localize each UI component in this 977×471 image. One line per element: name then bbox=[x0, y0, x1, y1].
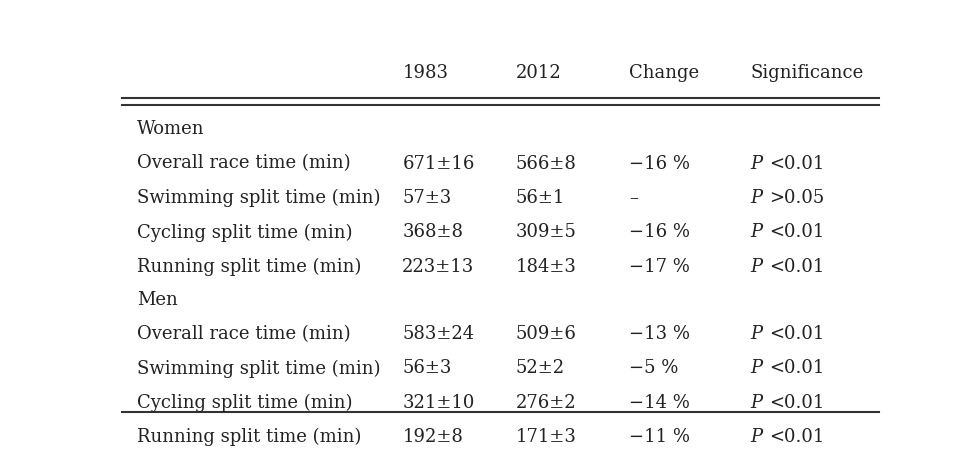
Text: 671±16: 671±16 bbox=[403, 154, 475, 172]
Text: P: P bbox=[750, 189, 763, 207]
Text: Swimming split time (min): Swimming split time (min) bbox=[137, 189, 381, 207]
Text: Men: Men bbox=[137, 291, 178, 309]
Text: <0.01: <0.01 bbox=[769, 154, 825, 172]
Text: 1983: 1983 bbox=[403, 64, 448, 82]
Text: P: P bbox=[750, 325, 763, 343]
Text: 56±1: 56±1 bbox=[516, 189, 566, 207]
Text: 583±24: 583±24 bbox=[403, 325, 475, 343]
Text: P: P bbox=[750, 394, 763, 412]
Text: P: P bbox=[750, 428, 763, 447]
Text: −5 %: −5 % bbox=[629, 359, 679, 377]
Text: P: P bbox=[750, 223, 763, 242]
Text: <0.01: <0.01 bbox=[769, 428, 825, 447]
Text: −16 %: −16 % bbox=[629, 154, 691, 172]
Text: <0.01: <0.01 bbox=[769, 258, 825, 276]
Text: 192±8: 192±8 bbox=[403, 428, 463, 447]
Text: −11 %: −11 % bbox=[629, 428, 691, 447]
Text: 566±8: 566±8 bbox=[516, 154, 576, 172]
Text: <0.01: <0.01 bbox=[769, 223, 825, 242]
Text: 171±3: 171±3 bbox=[516, 428, 576, 447]
Text: <0.01: <0.01 bbox=[769, 325, 825, 343]
Text: 184±3: 184±3 bbox=[516, 258, 576, 276]
Text: Running split time (min): Running split time (min) bbox=[137, 258, 361, 276]
Text: Cycling split time (min): Cycling split time (min) bbox=[137, 394, 353, 412]
Text: 509±6: 509±6 bbox=[516, 325, 576, 343]
Text: 276±2: 276±2 bbox=[516, 394, 576, 412]
Text: 2012: 2012 bbox=[516, 64, 562, 82]
Text: Running split time (min): Running split time (min) bbox=[137, 428, 361, 447]
Text: Overall race time (min): Overall race time (min) bbox=[137, 325, 351, 343]
Text: −14 %: −14 % bbox=[629, 394, 691, 412]
Text: >0.05: >0.05 bbox=[769, 189, 824, 207]
Text: Cycling split time (min): Cycling split time (min) bbox=[137, 223, 353, 242]
Text: Change: Change bbox=[629, 64, 700, 82]
Text: Swimming split time (min): Swimming split time (min) bbox=[137, 359, 381, 378]
Text: Overall race time (min): Overall race time (min) bbox=[137, 154, 351, 172]
Text: −16 %: −16 % bbox=[629, 223, 691, 242]
Text: 321±10: 321±10 bbox=[403, 394, 475, 412]
Text: 57±3: 57±3 bbox=[403, 189, 451, 207]
Text: 56±3: 56±3 bbox=[403, 359, 451, 377]
Text: −17 %: −17 % bbox=[629, 258, 691, 276]
Text: <0.01: <0.01 bbox=[769, 359, 825, 377]
Text: −13 %: −13 % bbox=[629, 325, 691, 343]
Text: P: P bbox=[750, 154, 763, 172]
Text: P: P bbox=[750, 258, 763, 276]
Text: 52±2: 52±2 bbox=[516, 359, 565, 377]
Text: 309±5: 309±5 bbox=[516, 223, 576, 242]
Text: <0.01: <0.01 bbox=[769, 394, 825, 412]
Text: 223±13: 223±13 bbox=[403, 258, 475, 276]
Text: 368±8: 368±8 bbox=[403, 223, 463, 242]
Text: Significance: Significance bbox=[750, 64, 864, 82]
Text: Women: Women bbox=[137, 120, 205, 138]
Text: P: P bbox=[750, 359, 763, 377]
Text: –: – bbox=[629, 189, 638, 207]
